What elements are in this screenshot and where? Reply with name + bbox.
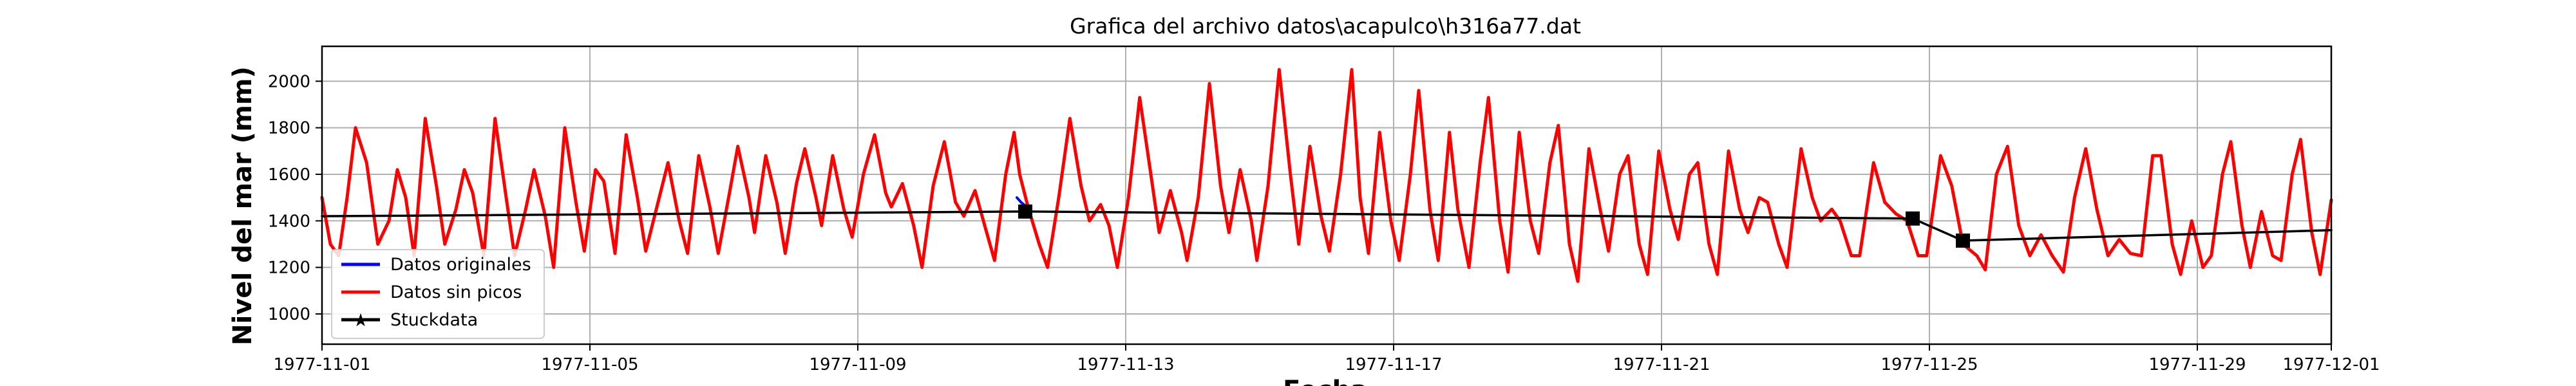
y-axis-label: Nivel del mar (mm) [228,66,258,345]
x-tick-label: 1977-11-25 [1880,355,1978,374]
x-axis: 1977-11-01 1977-11-05 1977-11-09 1977-11-13… [273,344,2380,374]
x-tick-label: 1977-11-05 [541,355,638,374]
y-axis: 1000 1200 1400 1600 1800 2000 [268,72,322,324]
y-tick-label: 2000 [268,72,310,91]
legend-label: Stuckdata [390,310,478,330]
legend-label: Datos sin picos [390,282,522,302]
y-tick-label: 1600 [268,165,310,185]
y-tick-label: 1800 [268,119,310,138]
x-tick-label: 1977-11-01 [273,355,370,374]
x-tick-label: 1977-11-21 [1613,355,1710,374]
x-tick-label: 1977-11-09 [809,355,906,374]
stuckdata-point [1906,211,1920,226]
legend-star-icon: ★ [352,309,368,331]
x-tick-label: 1977-11-13 [1077,355,1174,374]
x-axis-label: Fecha [1283,376,1368,386]
legend: Datos originales Datos sin picos ★ Stuckdat… [331,249,545,339]
x-tick-label: 1977-12-01 [2282,355,2380,374]
plot-area-frame [321,45,2333,345]
stuckdata-point [1018,204,1032,219]
y-tick-label: 1000 [268,305,310,324]
legend-box [331,249,545,339]
stuckdata-point [1956,234,1970,248]
y-tick-label: 1200 [268,259,310,278]
x-tick-label: 1977-11-17 [1345,355,1442,374]
series-layer [320,68,2333,283]
y-tick-label: 1400 [268,212,310,231]
series-line-datos-sin-picos [320,68,2333,283]
x-tick-label: 1977-11-29 [2148,355,2246,374]
chart-title: Grafica del archivo datos\acapulco\h316a… [1070,14,1581,39]
legend-label: Datos originales [390,255,531,275]
grid-lines [321,46,2332,344]
